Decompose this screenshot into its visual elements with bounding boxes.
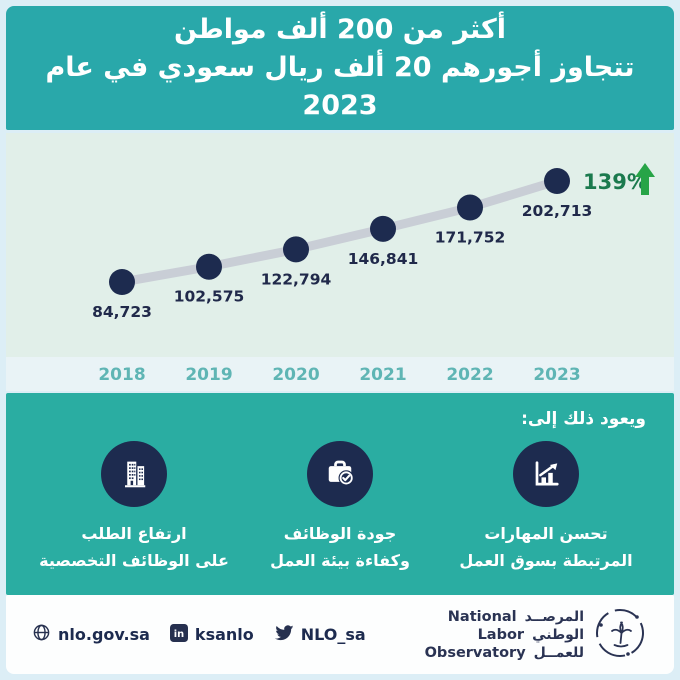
reasons-section: ويعود ذلك إلى: تحسن المهارات المرتبطة بس… [6,393,674,595]
chart-plot-background [6,133,674,357]
reason-label: تحسن المهارات المرتبطة بسوق العمل [459,520,632,574]
logo-en: Labor [477,626,525,643]
header: أكثر من 200 ألف مواطن تتجاوز أجورهم 20 أ… [6,6,674,130]
reason-label: ارتفاع الطلب على الوظائف التخصصية [39,520,229,574]
year-label-2023: 2023 [533,365,580,385]
reason-item-skills: تحسن المهارات المرتبطة بسوق العمل [446,441,646,574]
header-line2: تتجاوز أجورهم 20 ألف ريال سعودي في عام 2… [45,52,635,121]
logo-row: National المرصــد [425,608,584,626]
nlo-emblem-icon [592,605,648,665]
buildings-icon [101,441,167,507]
logo-row: Labor الوطني [425,626,584,644]
reason-line2: المرتبطة بسوق العمل [459,551,633,570]
reason-line2: على الوظائف التخصصية [39,551,229,570]
year-label-2021: 2021 [359,365,406,385]
nlo-logo-text: National المرصــد Labor الوطني Observato… [425,608,584,662]
data-point-2023 [544,168,570,194]
data-point-2022 [457,194,483,221]
reason-label: جودة الوظائف وكفاءة بيئة العمل [270,520,410,574]
linkedin-link[interactable]: in ksanlo [169,623,254,646]
data-point-2018 [109,269,135,295]
year-label-2019: 2019 [185,365,232,385]
svg-text:in: in [174,629,184,640]
data-point-2019 [196,253,222,280]
website-label: nlo.gov.sa [58,625,150,644]
twitter-icon [274,623,294,647]
logo-row: Observatory للعمــل [425,644,584,662]
logo-ar: الوطني [532,626,584,643]
bar-chart-up-icon [513,441,579,507]
reason-line2: وكفاءة بيئة العمل [270,551,410,570]
value-label-2022: 171,752 [435,229,506,247]
header-line1: أكثر من 200 ألف مواطن [174,14,506,45]
linkedin-icon: in [169,623,188,646]
twitter-link[interactable]: NLO_sa [274,623,366,647]
reason-line1: ارتفاع الطلب [81,524,187,543]
logo-ar: للعمــل [533,644,584,661]
logo-ar: المرصــد [524,608,584,625]
data-point-2020 [283,236,309,263]
reason-line1: تحسن المهارات [484,524,608,543]
logo-en: National [447,608,517,625]
twitter-label: NLO_sa [300,625,366,644]
value-label-2021: 146,841 [348,250,419,268]
data-point-2021 [370,215,396,242]
value-label-2018: 84,723 [92,303,152,321]
growth-label: 139% [583,170,648,194]
globe-icon [32,623,51,646]
logo-en: Observatory [424,644,526,661]
reasons-heading: ويعود ذلك إلى: [521,409,646,429]
value-label-2023: 202,713 [522,202,593,220]
linkedin-label: ksanlo [194,625,254,644]
chart-axis-background [6,357,674,391]
social-links: nlo.gov.sa in ksanlo NLO_sa [32,623,366,647]
value-label-2020: 122,794 [261,270,332,288]
website-link[interactable]: nlo.gov.sa [32,623,150,646]
trend-line [117,176,562,287]
chart-section: 84,723 2018 102,575 2019 122,794 2020 146,841 2… [6,133,674,391]
reason-item-job-quality: جودة الوظائف وكفاءة بيئة العمل [240,441,440,574]
year-label-2020: 2020 [272,365,319,385]
reasons-row: تحسن المهارات المرتبطة بسوق العمل جودة ا… [34,441,646,574]
reason-item-specialized-demand: ارتفاع الطلب على الوظائف التخصصية [34,441,234,574]
growth-arrow-icon [635,163,655,195]
reason-line1: جودة الوظائف [283,524,397,543]
value-label-2019: 102,575 [174,288,245,306]
wage-trend-chart: 84,723 2018 102,575 2019 122,794 2020 146,841 2… [6,133,674,391]
year-label-2018: 2018 [98,365,145,385]
footer: nlo.gov.sa in ksanlo NLO_sa [6,595,674,674]
briefcase-check-icon [307,441,373,507]
nlo-logo: National المرصــد Labor الوطني Observato… [425,605,648,665]
year-label-2022: 2022 [446,365,493,385]
